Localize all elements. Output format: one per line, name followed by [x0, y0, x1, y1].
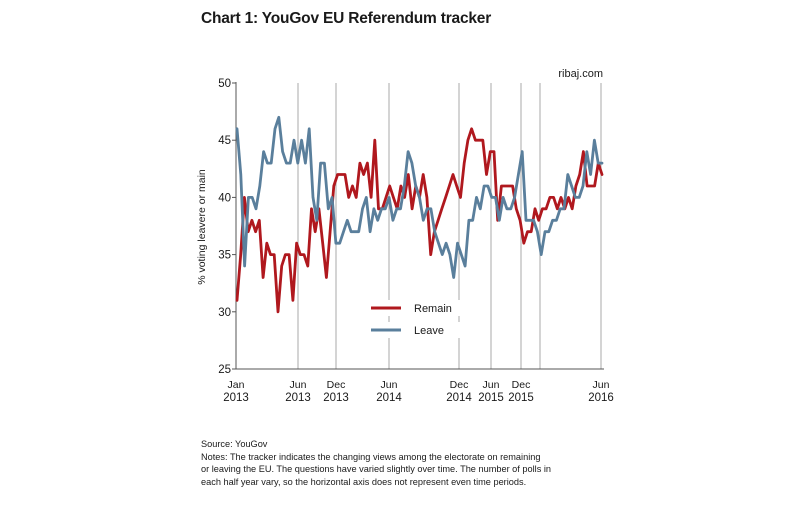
- note-line: or leaving the EU. The questions have va…: [201, 464, 551, 475]
- x-tick-label: Dec: [512, 379, 531, 391]
- y-tick-label: 30: [218, 307, 231, 319]
- note-line: each half year vary, so the horizontal a…: [201, 476, 527, 487]
- x-tick-label: Jan: [228, 379, 245, 391]
- source-line: Source: YouGov: [201, 439, 268, 449]
- legend: Remain Leave: [366, 300, 474, 338]
- series-line-leave: [235, 115, 604, 279]
- chart-footer: Source: YouGov Notes: The tracker indica…: [201, 438, 551, 488]
- x-tick-label: Jun: [290, 379, 307, 391]
- axes: 253035404550Jan2013Jun2013Dec2013Jun2014…: [218, 78, 614, 404]
- y-tick-label: 35: [218, 250, 231, 262]
- series-lines: [235, 115, 604, 314]
- y-tick-label: 40: [218, 192, 231, 204]
- x-tick-label: 2016: [588, 392, 614, 404]
- y-tick-label: 50: [218, 78, 231, 90]
- x-tick-label: Jun: [483, 379, 500, 391]
- x-tick-label: Jun: [593, 379, 610, 391]
- x-tick-label: Jun: [381, 379, 398, 391]
- legend-label-remain: Remain: [414, 303, 452, 315]
- gridlines: [297, 83, 602, 369]
- note-line: Notes: The tracker indicates the changin…: [201, 451, 541, 462]
- x-tick-label: Dec: [450, 379, 469, 391]
- y-tick-label: 25: [218, 364, 231, 376]
- x-tick-label: 2013: [223, 392, 249, 404]
- x-tick-label: 2015: [508, 392, 534, 404]
- x-tick-label: 2014: [376, 392, 402, 404]
- x-tick-label: 2013: [323, 392, 349, 404]
- x-tick-label: 2015: [478, 392, 504, 404]
- chart-title: Chart 1: YouGov EU Referendum tracker: [201, 10, 492, 27]
- legend-background: [366, 300, 474, 316]
- x-tick-label: Dec: [327, 379, 346, 391]
- watermark: ribaj.com: [558, 68, 603, 80]
- legend-background: [366, 322, 474, 338]
- legend-label-leave: Leave: [414, 325, 444, 337]
- y-axis-label: % voting leavere or main: [196, 169, 208, 285]
- x-tick-label: 2014: [446, 392, 472, 404]
- x-tick-label: 2013: [285, 392, 311, 404]
- y-tick-label: 45: [218, 135, 231, 147]
